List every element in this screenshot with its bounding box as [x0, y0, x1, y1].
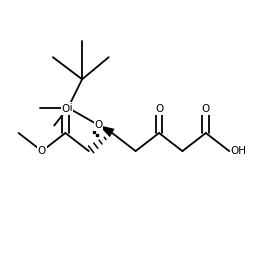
Text: O: O — [155, 104, 163, 114]
Text: Si: Si — [63, 103, 73, 113]
Text: O: O — [94, 120, 102, 130]
Polygon shape — [98, 125, 115, 137]
Text: O: O — [202, 104, 210, 114]
Text: O: O — [61, 104, 69, 114]
Text: OH: OH — [230, 146, 247, 156]
Text: O: O — [38, 146, 46, 156]
